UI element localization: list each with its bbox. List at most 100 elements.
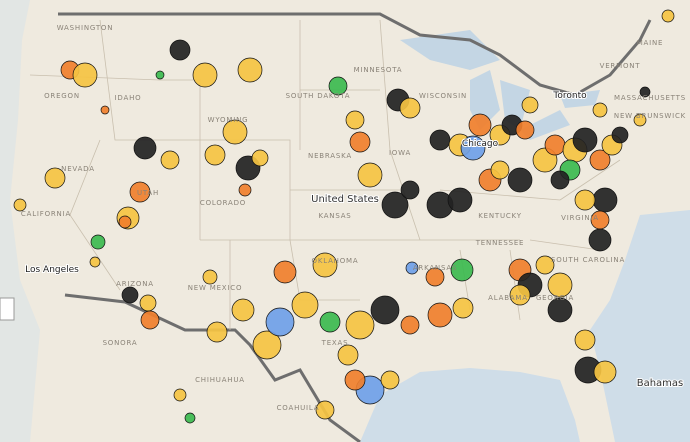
bubble	[452, 297, 474, 319]
bubble	[237, 57, 263, 83]
bubble	[265, 307, 295, 337]
region-label: NEVADA	[61, 165, 95, 173]
region-label: ALABAMA	[488, 294, 528, 302]
bubble	[222, 119, 248, 145]
region-label: KENTUCKY	[478, 212, 522, 220]
region-label: CHIHUAHUA	[195, 376, 245, 384]
city-label: Chicago	[462, 139, 499, 149]
bubble	[121, 286, 139, 304]
bubble	[129, 181, 151, 203]
bubble	[400, 315, 420, 335]
great-lakes	[400, 30, 600, 140]
bubble	[251, 149, 269, 167]
bubble	[118, 215, 132, 229]
bubble	[155, 70, 165, 80]
country-label: United States	[311, 194, 379, 205]
bubble	[133, 136, 157, 160]
bubble	[291, 291, 319, 319]
bubble	[574, 189, 596, 211]
region-label: WISCONSIN	[419, 92, 467, 100]
region-label: TENNESSEE	[475, 239, 525, 247]
bubble	[349, 131, 371, 153]
control-box[interactable]	[0, 297, 15, 321]
region-label: MINNESOTA	[354, 66, 403, 74]
bubble	[273, 260, 297, 284]
bubble	[13, 198, 27, 212]
region-label: OKLAHOMA	[312, 257, 359, 265]
atlantic	[590, 210, 690, 442]
bubble	[589, 149, 611, 171]
bubble	[661, 9, 675, 23]
bubble	[592, 102, 608, 118]
bubble	[593, 360, 617, 384]
bubble	[337, 344, 359, 366]
bubble	[238, 183, 252, 197]
bubble	[515, 120, 535, 140]
region-label: IOWA	[389, 149, 411, 157]
bubble	[140, 310, 160, 330]
bubbles	[13, 9, 675, 424]
bubble	[405, 261, 419, 275]
bubble	[90, 234, 106, 250]
bubble	[252, 330, 282, 360]
bubble	[639, 86, 651, 98]
region-label: IDAHO	[115, 94, 142, 102]
bubble	[312, 252, 338, 278]
bubble	[160, 150, 180, 170]
bubble	[139, 294, 157, 312]
bubble	[574, 329, 596, 351]
bubble	[572, 127, 598, 153]
region-label: SOUTH CAROLINA	[551, 256, 625, 264]
bubble	[547, 297, 573, 323]
bubble	[490, 160, 510, 180]
region-label: ARIZONA	[116, 280, 154, 288]
bubble	[447, 187, 473, 213]
bubble	[521, 96, 539, 114]
bubble	[592, 187, 618, 213]
bubble	[204, 144, 226, 166]
city-label: Los Angeles	[25, 265, 79, 275]
region-label: VIRGINIA	[561, 214, 599, 222]
region-label: MAINE	[637, 39, 664, 47]
bubble	[100, 105, 110, 115]
bubble	[535, 255, 555, 275]
region-label: UTAH	[137, 189, 159, 197]
country-label: Bahamas	[637, 378, 684, 389]
canada-border	[58, 12, 652, 97]
region-label: SONORA	[103, 339, 138, 347]
bubble	[328, 76, 348, 96]
bubble	[345, 110, 365, 130]
region-label: ARKANSAS	[413, 264, 457, 272]
region-label: NEW MEXICO	[188, 284, 243, 292]
bubble	[460, 135, 486, 161]
bubble	[192, 62, 218, 88]
region-label: COLORADO	[200, 199, 246, 207]
bubble	[370, 295, 400, 325]
region-label: NEBRASKA	[308, 152, 352, 160]
bubble	[89, 256, 101, 268]
bubble	[509, 284, 531, 306]
region-label: VERMONT	[600, 62, 641, 70]
bubble	[425, 267, 445, 287]
bubble	[72, 62, 98, 88]
bubble	[169, 39, 191, 61]
region-label: CALIFORNIA	[21, 210, 71, 218]
bubble	[231, 298, 255, 322]
bubble	[184, 412, 196, 424]
bubble	[357, 162, 383, 188]
region-label: MASSACHUSETTS	[614, 94, 686, 102]
bubble	[588, 228, 612, 252]
gulf	[360, 368, 580, 442]
bubble	[507, 167, 533, 193]
region-label: SOUTH DAKOTA	[286, 92, 351, 100]
bubble	[400, 180, 420, 200]
region-label: WASHINGTON	[57, 24, 114, 32]
bubble	[319, 311, 341, 333]
bubble	[173, 388, 187, 402]
bubble	[44, 167, 66, 189]
bubble	[206, 321, 228, 343]
bubble	[427, 302, 453, 328]
region-label: COAHUILA	[277, 404, 320, 412]
bubble	[381, 191, 409, 219]
